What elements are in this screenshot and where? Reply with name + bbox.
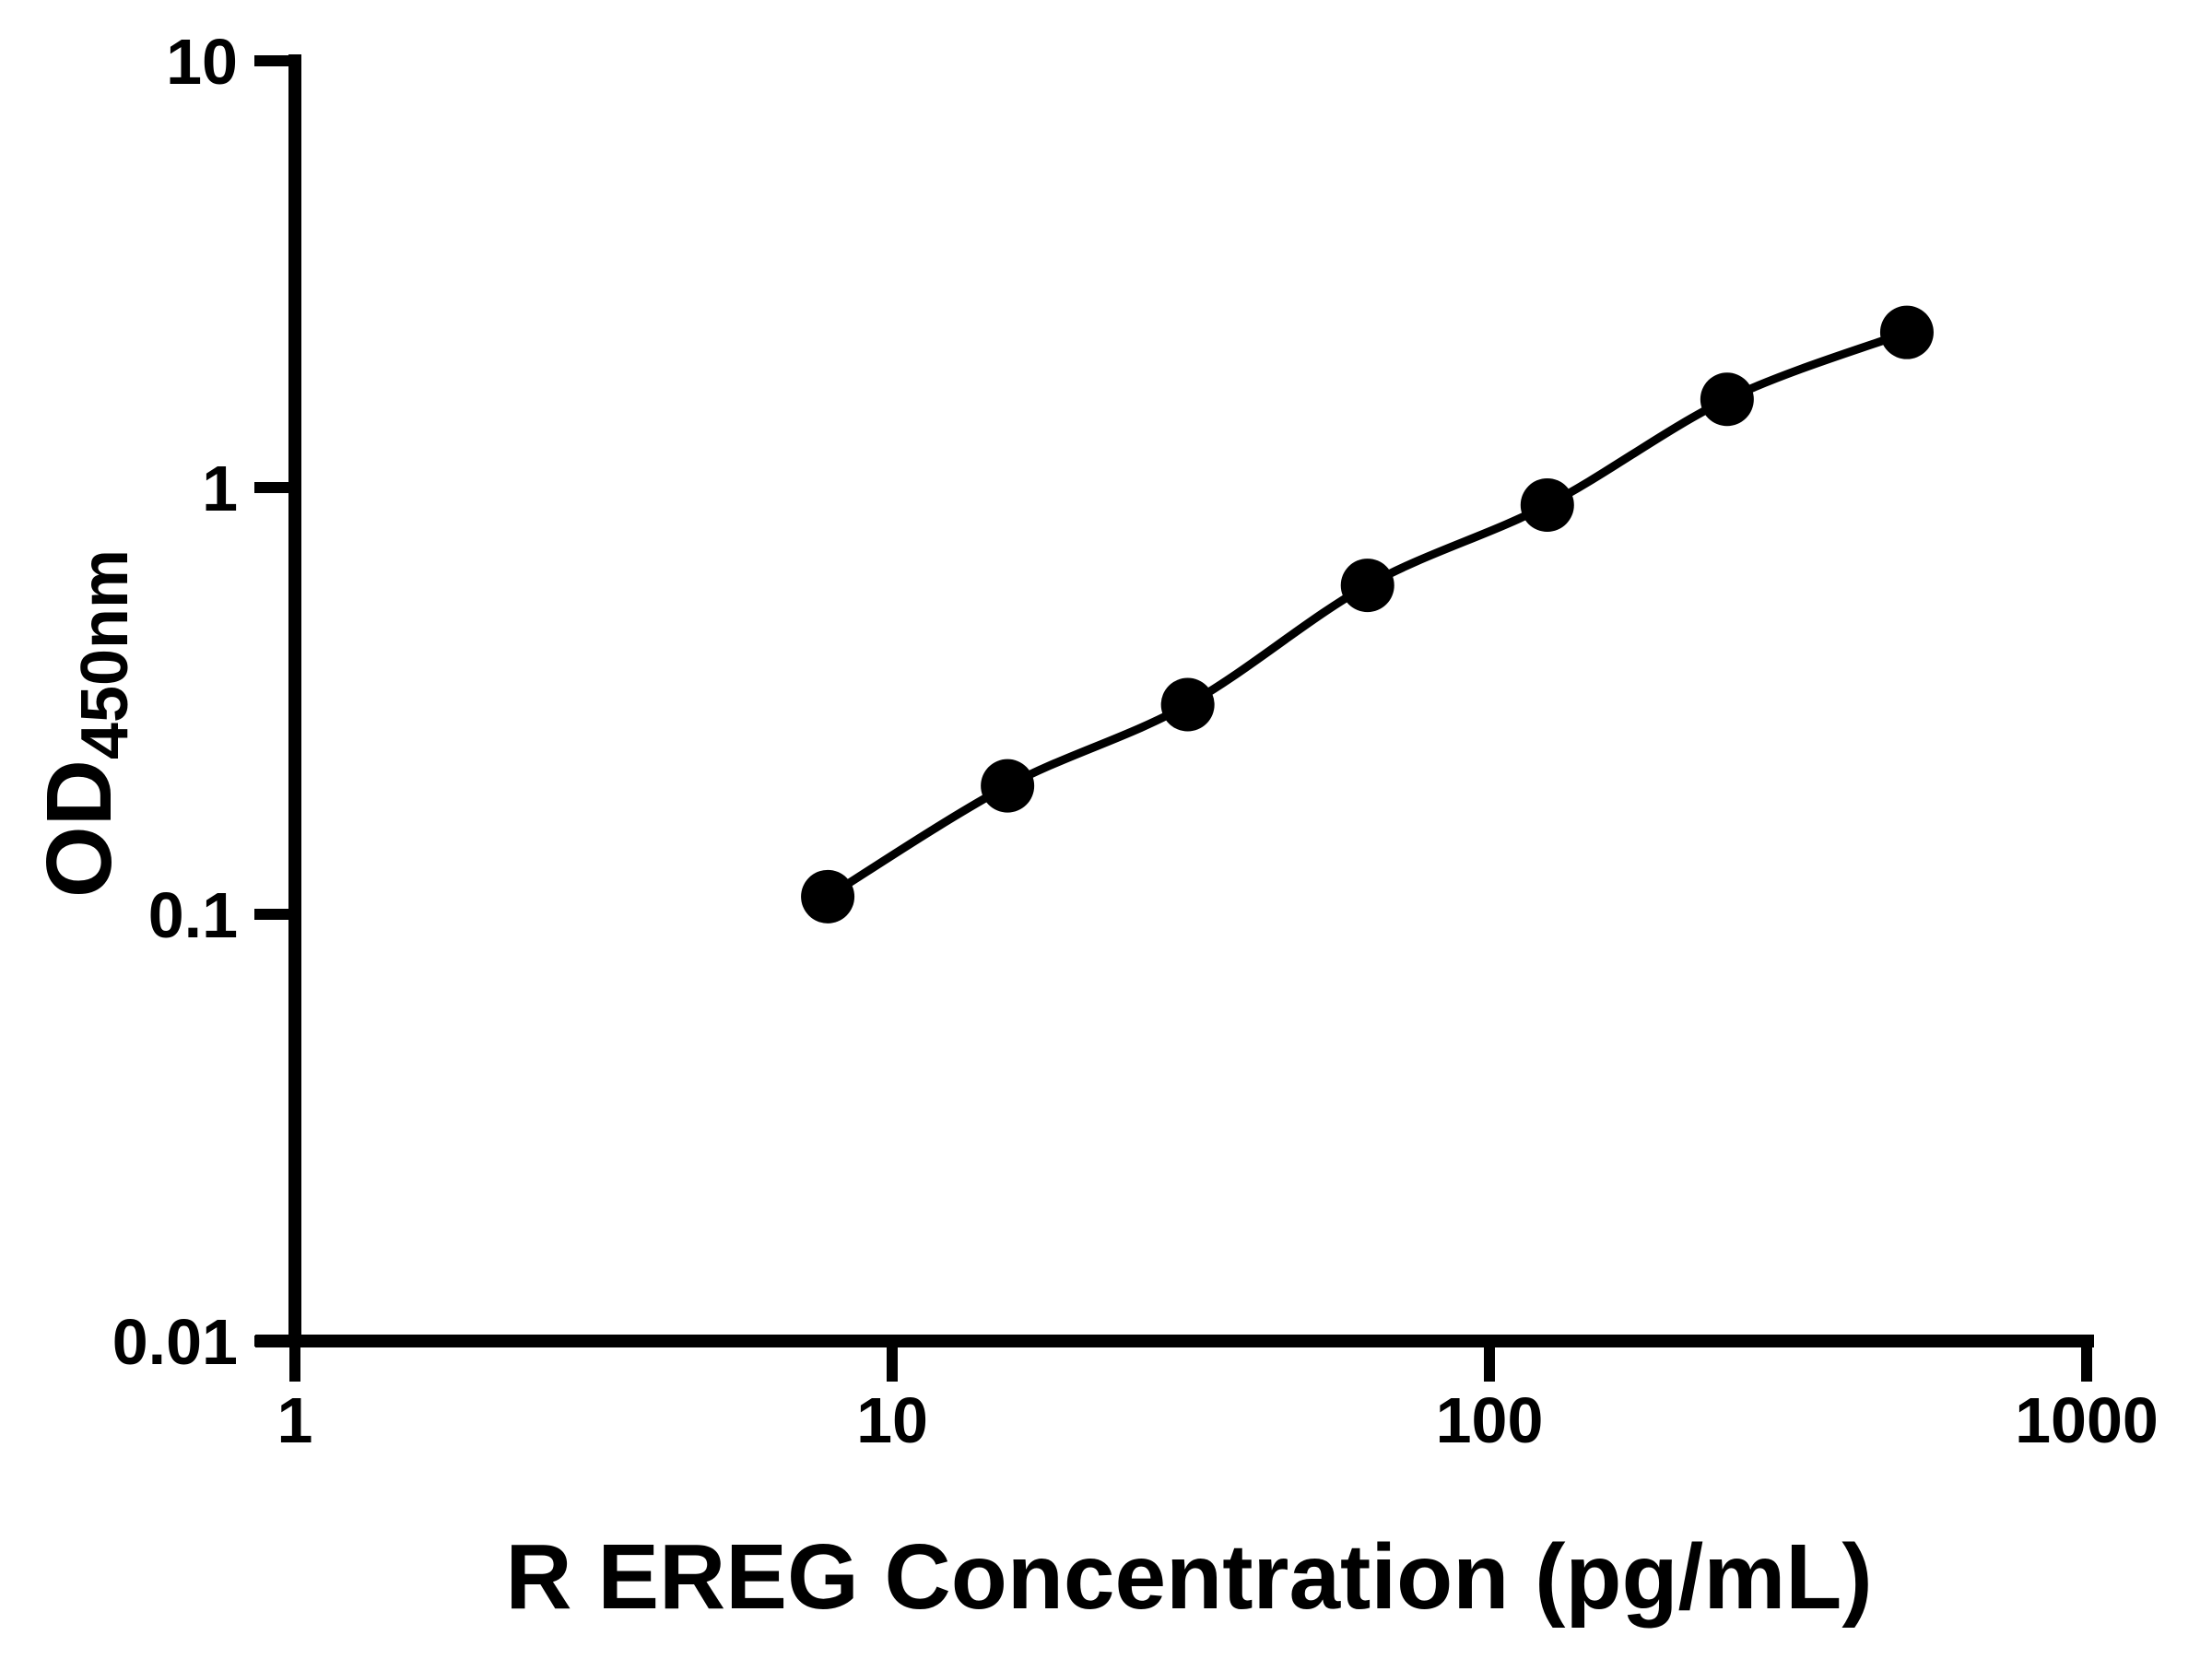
y-tick-label: 0.01 — [112, 1306, 238, 1378]
x-tick-label: 1000 — [2015, 1384, 2159, 1456]
y-axis-title: OD450nm — [28, 549, 142, 898]
data-point — [1700, 372, 1754, 427]
data-point — [981, 759, 1035, 813]
y-axis-title-main: OD — [28, 759, 131, 898]
series-layer — [801, 305, 1934, 924]
y-tick-label: 10 — [166, 26, 238, 98]
tick-label-layer: 1 10 100 1000 10 1 0.1 0.01 — [112, 26, 2159, 1456]
y-tick-label: 1 — [202, 453, 238, 524]
x-tick-label: 10 — [856, 1384, 928, 1456]
x-tick-label: 1 — [277, 1384, 313, 1456]
tick-layer — [254, 55, 2092, 1382]
data-point — [1340, 559, 1394, 613]
x-axis-title: R EREG Concentration (pg/mL) — [505, 1525, 1872, 1629]
axes-layer — [255, 54, 2094, 1347]
data-point — [1879, 305, 1934, 359]
y-axis-title-subscript: 450nm — [68, 549, 142, 759]
y-tick-label: 0.1 — [148, 879, 238, 951]
x-tick-label: 100 — [1436, 1384, 1544, 1456]
data-point — [1520, 477, 1574, 532]
data-point — [801, 869, 855, 924]
data-point — [1160, 677, 1215, 732]
